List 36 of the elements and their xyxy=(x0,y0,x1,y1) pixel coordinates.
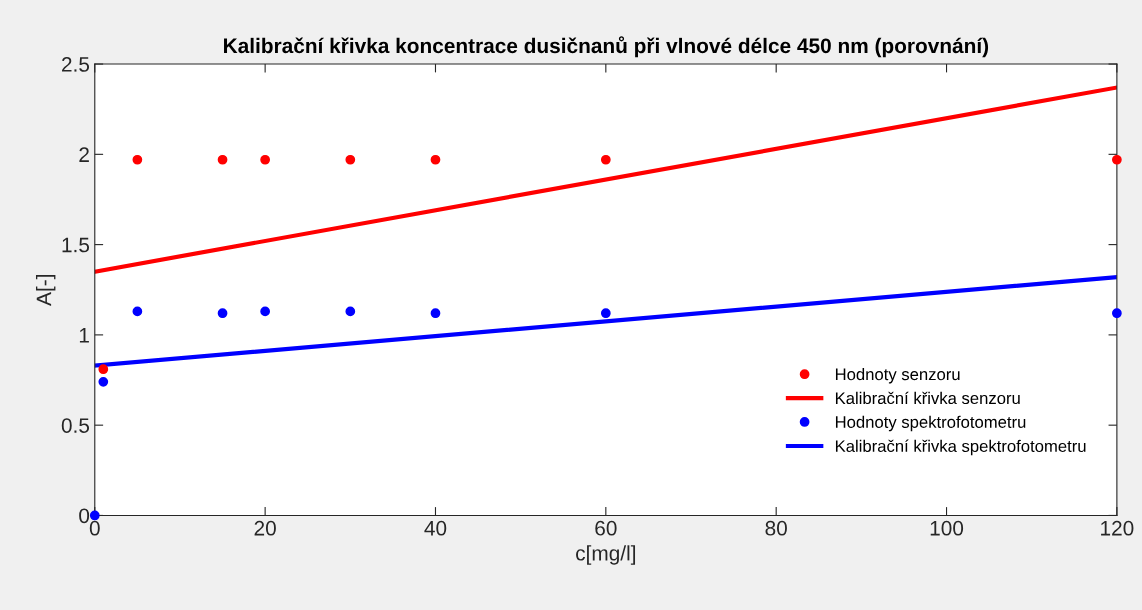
point xyxy=(600,308,611,319)
point xyxy=(98,376,109,387)
legend-label: Hodnoty spektrofotometru xyxy=(835,415,1026,432)
point xyxy=(600,154,611,165)
x-axis-title: c[mg/l] xyxy=(576,545,636,565)
point xyxy=(345,306,356,317)
y-tick-label: 1 xyxy=(79,328,89,343)
point xyxy=(217,154,228,165)
x-tick-label: 0 xyxy=(89,520,100,536)
point xyxy=(132,306,143,317)
y-tick-label: 1.5 xyxy=(62,237,90,253)
point xyxy=(260,154,270,165)
point xyxy=(217,308,228,319)
y-axis-title: A[-] xyxy=(35,275,56,306)
y-tick-label: 0 xyxy=(79,508,90,524)
point xyxy=(345,154,356,165)
x-tick-label: 100 xyxy=(930,520,964,536)
point xyxy=(1112,308,1122,319)
y-tick-label: 2 xyxy=(79,147,89,162)
legend-label: Kalibrační křivka senzoru xyxy=(835,391,1020,405)
y-tick-label: 2.5 xyxy=(62,57,90,72)
x-tick-label: 60 xyxy=(595,520,617,536)
legend-label: Hodnoty senzoru xyxy=(835,367,960,384)
legend-label: Kalibrační křivka spektrofotometru xyxy=(835,439,1086,456)
point xyxy=(260,306,270,317)
point xyxy=(98,364,109,375)
x-tick-label: 80 xyxy=(765,520,787,536)
point xyxy=(1112,154,1122,165)
x-tick-label: 40 xyxy=(424,520,447,536)
point xyxy=(132,154,143,165)
point xyxy=(430,154,441,165)
point xyxy=(430,308,441,319)
chart-title: Kalibrační křivka koncentrace dusičnanů při vlnové délce 450 nm (porovnání) xyxy=(224,36,989,58)
x-tick-label: 120 xyxy=(1101,520,1134,536)
y-tick-label: 0.5 xyxy=(61,418,90,433)
x-tick-label: 20 xyxy=(254,520,276,536)
